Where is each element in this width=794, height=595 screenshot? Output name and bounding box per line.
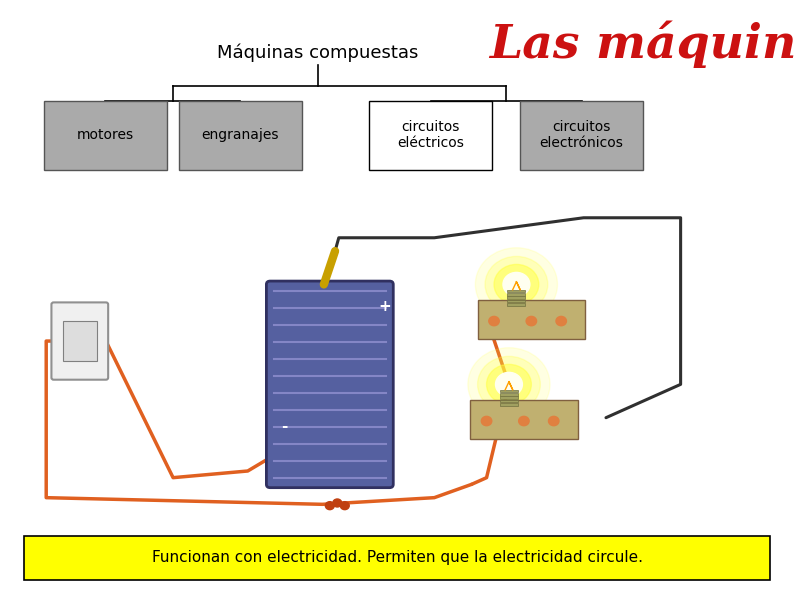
Bar: [507, 300, 526, 302]
Bar: [500, 393, 518, 396]
FancyBboxPatch shape: [63, 321, 97, 361]
Bar: [500, 396, 518, 399]
Bar: [507, 293, 526, 296]
Circle shape: [485, 256, 548, 312]
Text: Las máquinas: Las máquinas: [488, 21, 794, 68]
Bar: [507, 290, 526, 292]
Bar: [507, 303, 526, 306]
Circle shape: [478, 356, 540, 412]
Circle shape: [495, 372, 522, 396]
Text: engranajes: engranajes: [202, 129, 279, 142]
FancyBboxPatch shape: [478, 300, 585, 339]
Text: +: +: [378, 299, 391, 314]
Circle shape: [326, 502, 334, 510]
Circle shape: [468, 347, 550, 421]
Bar: [500, 390, 518, 392]
Circle shape: [489, 317, 499, 325]
FancyBboxPatch shape: [179, 101, 302, 170]
Bar: [500, 400, 518, 402]
Text: circuitos
eléctricos: circuitos eléctricos: [397, 120, 464, 151]
FancyBboxPatch shape: [44, 101, 167, 170]
Circle shape: [494, 264, 539, 305]
FancyBboxPatch shape: [266, 281, 393, 488]
FancyBboxPatch shape: [24, 536, 770, 580]
Circle shape: [333, 499, 341, 507]
FancyBboxPatch shape: [520, 101, 643, 170]
Circle shape: [341, 502, 349, 510]
Text: Máquinas compuestas: Máquinas compuestas: [217, 44, 418, 62]
Circle shape: [518, 416, 529, 425]
Circle shape: [476, 248, 557, 321]
Text: motores: motores: [77, 129, 133, 142]
Bar: [507, 296, 526, 299]
FancyBboxPatch shape: [369, 101, 492, 170]
Circle shape: [556, 317, 566, 325]
Text: circuitos
electrónicos: circuitos electrónicos: [540, 120, 623, 151]
Circle shape: [503, 273, 530, 296]
Circle shape: [549, 416, 559, 425]
Bar: [500, 403, 518, 406]
Text: Funcionan con electricidad. Permiten que la electricidad circule.: Funcionan con electricidad. Permiten que…: [152, 550, 642, 565]
FancyBboxPatch shape: [52, 302, 108, 380]
FancyBboxPatch shape: [470, 400, 577, 439]
Circle shape: [487, 364, 531, 405]
Circle shape: [481, 416, 491, 425]
Circle shape: [526, 317, 537, 325]
Text: -: -: [281, 419, 287, 434]
